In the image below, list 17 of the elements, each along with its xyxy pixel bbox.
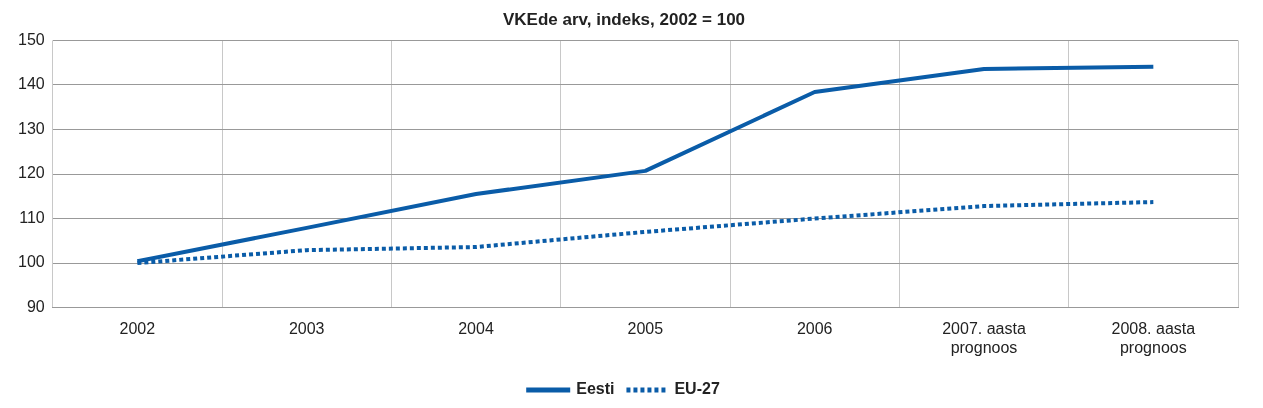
x-tick-label: 2007. aasta prognoos: [942, 319, 1026, 356]
y-tick-label: 100: [17, 253, 45, 271]
x-tick-label: 2004: [458, 319, 494, 337]
y-tick-label: 150: [17, 30, 45, 48]
x-tick-label: 2005: [627, 319, 664, 337]
y-tick-label: 140: [17, 75, 45, 93]
y-tick-label: 90: [26, 298, 45, 316]
chart-title: VKEde arv, indeks, 2002 = 100: [502, 9, 746, 29]
legend-label: EU-27: [674, 380, 720, 398]
x-tick-label: 2002: [119, 319, 156, 337]
x-tick-label: 2003: [288, 319, 325, 337]
legend-label: Eesti: [576, 380, 615, 398]
y-tick-label: 110: [19, 208, 45, 226]
x-tick-label: 2006: [796, 319, 833, 337]
y-tick-label: 120: [17, 164, 45, 182]
y-tick-label: 130: [17, 119, 45, 137]
x-tick-label: 2008. aasta prognoos: [1111, 319, 1196, 356]
